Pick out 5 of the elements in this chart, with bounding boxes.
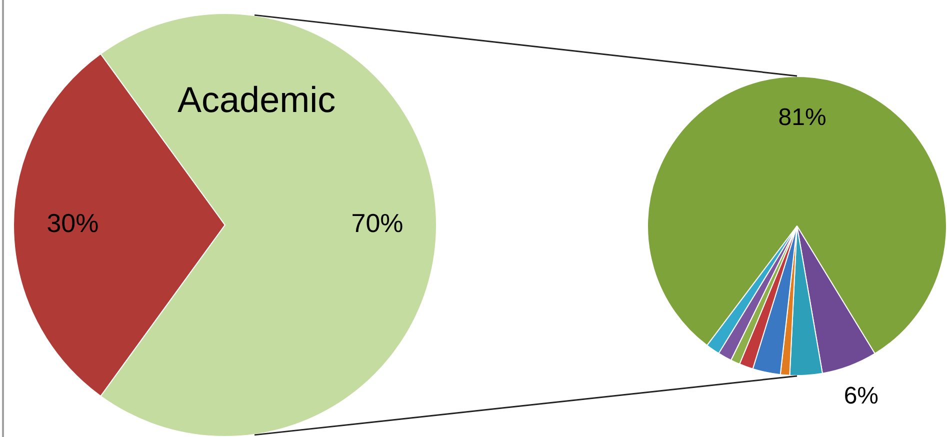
data-label: 81% — [778, 104, 826, 132]
data-label: 30% — [46, 208, 99, 238]
data-label: 70% — [351, 208, 404, 238]
slice-label: Academic — [178, 79, 336, 120]
data-label: 6% — [844, 382, 879, 410]
